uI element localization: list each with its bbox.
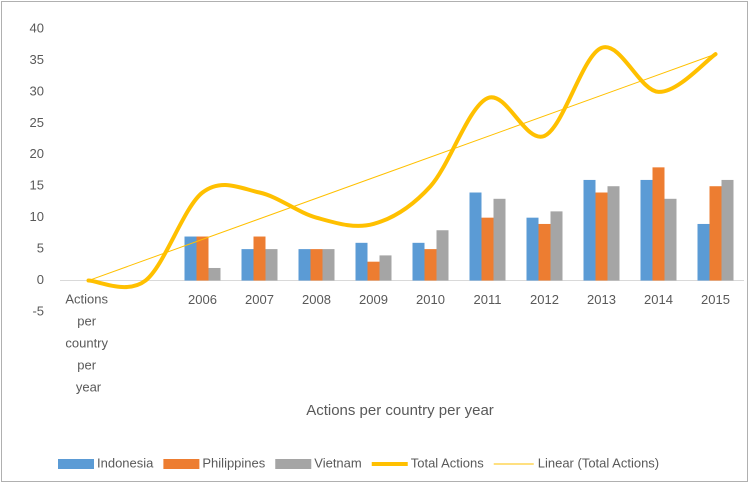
- bar: [709, 186, 722, 281]
- bar: [664, 198, 677, 281]
- bar: [253, 236, 266, 281]
- x-tick-label: 2012: [530, 292, 559, 307]
- bar: [550, 211, 563, 281]
- bar: [322, 249, 335, 281]
- legend-label: Vietnam: [314, 455, 361, 470]
- legend-label: Indonesia: [97, 455, 154, 470]
- bar: [367, 261, 380, 281]
- bar: [196, 236, 209, 281]
- legend-swatch: [275, 459, 312, 469]
- trendline: [88, 53, 716, 282]
- legend-label: Philippines: [202, 455, 265, 470]
- x-tick-label: 2009: [359, 292, 388, 307]
- x-tick-label: 2014: [644, 292, 673, 307]
- bar: [583, 179, 596, 281]
- bar: [184, 236, 197, 281]
- bar: [595, 192, 608, 281]
- bar: [424, 249, 437, 281]
- x-tick-label: 2013: [587, 292, 616, 307]
- y-tick-label: -5: [32, 303, 44, 318]
- bar: [538, 223, 551, 281]
- bar: [310, 249, 323, 281]
- bar: [412, 242, 425, 281]
- x-tick-label: 2010: [416, 292, 445, 307]
- bar: [697, 223, 710, 281]
- x-tick-label: 2006: [188, 292, 217, 307]
- legend-swatch: [58, 459, 94, 469]
- bar: [355, 242, 368, 281]
- bar: [208, 267, 221, 281]
- bar: [241, 249, 254, 281]
- bar: [493, 198, 506, 281]
- y-tick-label: 40: [30, 20, 44, 35]
- x-axis-label: Actions per country per year: [306, 402, 494, 419]
- y-tick-label: 35: [30, 52, 44, 67]
- bar: [481, 217, 494, 281]
- line: [86, 45, 718, 290]
- y-tick-label: 30: [30, 83, 44, 98]
- y-tick-label: 15: [30, 178, 44, 193]
- bar: [469, 192, 482, 281]
- y-tick-label: 0: [37, 272, 44, 287]
- y-tick-label: 5: [37, 241, 44, 256]
- bar: [640, 179, 653, 281]
- legend-label: Total Actions: [411, 455, 484, 470]
- bar: [298, 249, 311, 281]
- bar: [526, 217, 539, 281]
- x-tick-label: 2011: [474, 292, 502, 307]
- y-tick-label: 10: [30, 209, 44, 224]
- legend-label: Linear (Total Actions): [538, 455, 659, 470]
- x-tick-label: 2008: [302, 292, 331, 307]
- x-tick-label: Actions per country per year: [65, 292, 111, 395]
- bar: [652, 167, 665, 281]
- bar: [436, 230, 449, 281]
- bar: [379, 255, 392, 281]
- legend-swatch: [163, 459, 200, 469]
- x-tick-label: 2007: [245, 292, 274, 307]
- y-tick-label: 25: [30, 115, 44, 130]
- bar: [721, 179, 734, 281]
- chart-border: [1, 1, 748, 482]
- y-tick-label: 20: [30, 146, 44, 161]
- bar: [265, 249, 278, 281]
- bar: [607, 186, 620, 281]
- x-tick-label: 2015: [701, 292, 730, 307]
